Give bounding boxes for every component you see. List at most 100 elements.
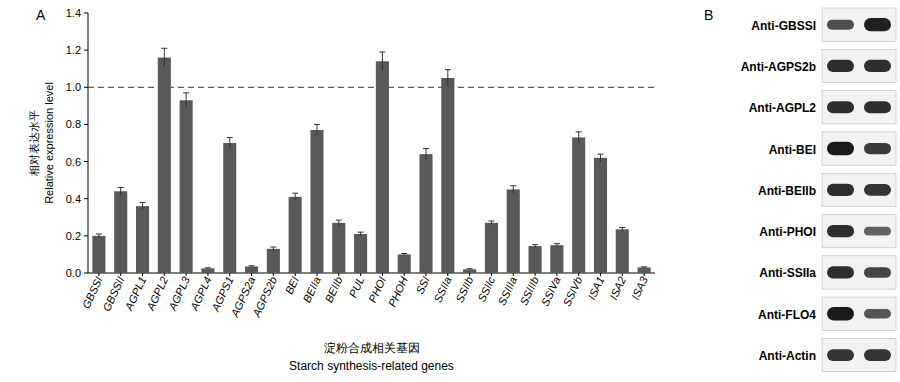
error-bar xyxy=(401,254,407,256)
bar xyxy=(616,229,629,273)
bar xyxy=(529,246,542,273)
x-tick-label: SSIIb xyxy=(453,275,475,304)
error-stem xyxy=(578,132,579,143)
y-tick-label: 1.4 xyxy=(66,7,81,19)
band xyxy=(827,225,854,237)
error-stem xyxy=(447,70,448,87)
error-bar xyxy=(423,149,429,160)
x-tick xyxy=(491,273,492,276)
x-tick xyxy=(295,273,296,276)
error-cap xyxy=(379,52,385,53)
error-bar xyxy=(183,93,189,108)
reference-line xyxy=(88,87,655,88)
x-tick-label: BEIIb xyxy=(322,275,344,304)
error-stem xyxy=(338,220,339,226)
x-tick xyxy=(382,273,383,276)
x-tick-label: PHOI xyxy=(366,275,388,304)
y-tick xyxy=(84,124,88,125)
x-tick xyxy=(469,273,470,276)
bar xyxy=(485,223,498,273)
error-cap xyxy=(401,253,407,254)
band xyxy=(827,349,854,361)
x-tick xyxy=(600,273,601,276)
bar xyxy=(550,245,563,273)
error-bar xyxy=(249,266,255,267)
bar xyxy=(507,189,520,273)
error-stem xyxy=(120,188,121,195)
error-cap xyxy=(249,265,255,266)
x-tick xyxy=(186,273,187,276)
error-cap xyxy=(314,124,320,125)
error-bar xyxy=(270,247,276,251)
error-bar xyxy=(467,269,473,270)
error-bar xyxy=(96,234,102,238)
x-tick-label: SSI xyxy=(413,275,431,296)
error-cap xyxy=(227,137,233,138)
y-axis xyxy=(88,13,89,273)
bar xyxy=(594,158,607,273)
band xyxy=(864,184,891,196)
band xyxy=(827,60,854,72)
x-tick-label: SSIVb xyxy=(560,275,584,308)
error-bar xyxy=(641,267,647,268)
y-tick-label: 0.6 xyxy=(66,156,81,168)
antibody-label: Anti-BEI xyxy=(769,143,816,157)
y-tick-label: 0.8 xyxy=(66,118,81,130)
x-tick xyxy=(273,273,274,276)
antibody-label: Anti-GBSSI xyxy=(751,19,816,33)
blot-strip xyxy=(822,132,896,165)
error-bar xyxy=(597,154,603,161)
bar xyxy=(354,234,367,273)
error-cap xyxy=(423,148,429,149)
error-stem xyxy=(426,149,427,160)
bar xyxy=(332,223,345,273)
bar xyxy=(267,249,280,273)
y-tick xyxy=(84,198,88,199)
blot-strip xyxy=(822,91,896,124)
x-tick xyxy=(513,273,514,276)
bar xyxy=(180,100,193,273)
bar xyxy=(201,268,214,273)
x-axis xyxy=(88,273,655,274)
y-tick-label: 1.0 xyxy=(66,81,81,93)
x-tick xyxy=(98,273,99,276)
error-cap xyxy=(336,220,342,221)
error-bar xyxy=(227,137,233,148)
x-tick xyxy=(556,273,557,276)
band xyxy=(827,266,854,278)
y-tick xyxy=(84,273,88,274)
x-tick xyxy=(535,273,536,276)
x-tick xyxy=(164,273,165,276)
blot-strip xyxy=(822,215,896,248)
blot-strip xyxy=(822,256,896,289)
x-tick-label: SSIIa xyxy=(431,275,453,304)
blot-strip xyxy=(822,49,896,82)
bar xyxy=(136,206,149,273)
error-cap xyxy=(140,202,146,203)
error-cap xyxy=(597,154,603,155)
error-stem xyxy=(186,93,187,108)
x-tick xyxy=(578,273,579,276)
band xyxy=(827,307,854,321)
error-stem xyxy=(600,154,601,161)
antibody-label: Anti-BEIIb xyxy=(758,184,816,198)
band xyxy=(827,101,854,113)
error-bar xyxy=(619,228,625,232)
error-cap xyxy=(510,185,516,186)
bar xyxy=(245,267,258,274)
x-tick-label: AGPS2b xyxy=(250,275,279,320)
antibody-label: Anti-AGPS2b xyxy=(741,60,816,74)
antibody-label: Anti-PHOI xyxy=(759,225,816,239)
band xyxy=(864,227,891,236)
y-tick-label: 1.2 xyxy=(66,44,81,56)
x-tick xyxy=(316,273,317,276)
x-tick-label: ISA3 xyxy=(629,274,650,301)
band xyxy=(864,349,891,361)
x-tick-label: SSIIIa xyxy=(496,275,520,307)
x-title: 淀粉合成相关基因 xyxy=(324,341,420,355)
error-bar xyxy=(358,232,364,236)
x-tick xyxy=(622,273,623,276)
y-title: Relative expression level xyxy=(43,82,55,204)
error-bar xyxy=(161,48,167,67)
error-cap xyxy=(270,247,276,248)
